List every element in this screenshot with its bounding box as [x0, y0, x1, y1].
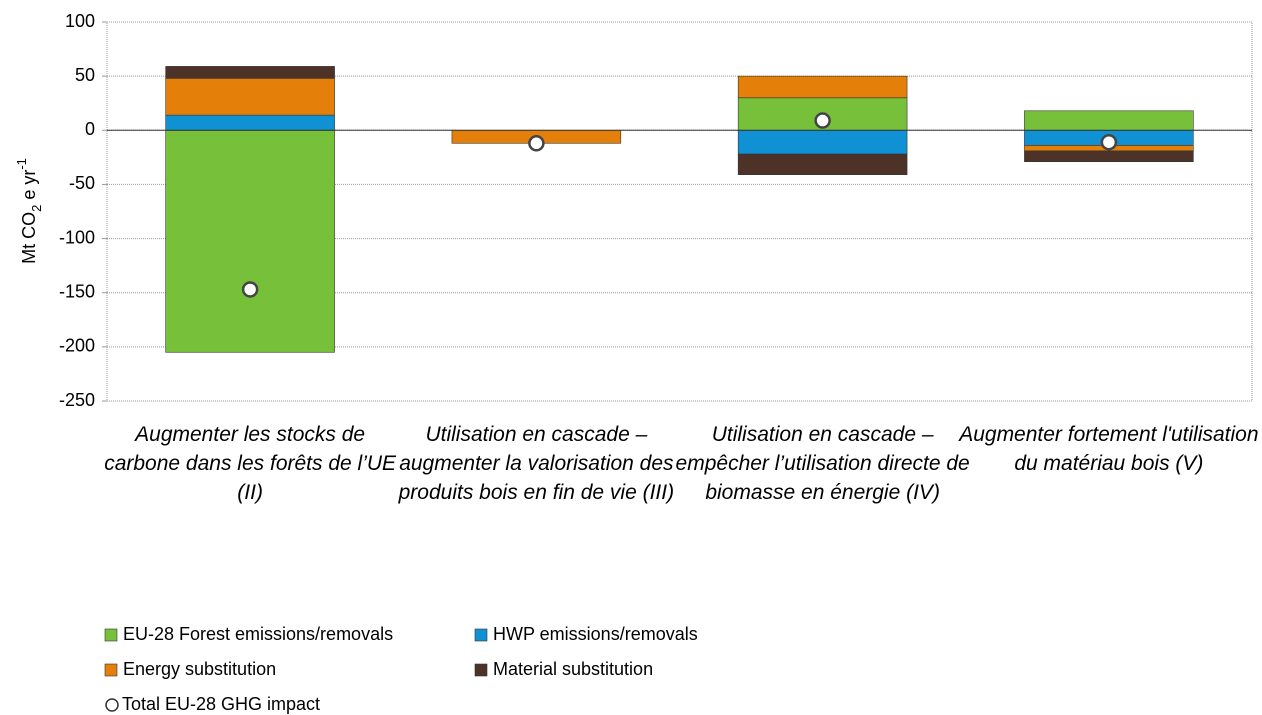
legend-label: HWP emissions/removals [493, 624, 698, 644]
bar-segment [165, 66, 335, 79]
y-axis-label-part: 2 [29, 205, 44, 212]
y-axis-label-part: -1 [14, 158, 29, 170]
y-axis-label: Mt CO2 e yr-1 [14, 158, 44, 264]
legend-marker [105, 698, 119, 712]
y-tick-label: -150 [59, 281, 95, 301]
x-tick-label: Augmenter les stocks de carbone dans les… [104, 423, 397, 504]
y-tick-label: 100 [65, 11, 95, 31]
bar-segment [737, 153, 908, 175]
x-tick-label: Utilisation en cascade – augmenter la va… [398, 423, 675, 504]
legend-label: EU-28 Forest emissions/removals [123, 624, 393, 644]
y-tick-label: -200 [59, 336, 95, 356]
legend-swatch [474, 663, 488, 677]
y-tick-label: -100 [59, 227, 95, 247]
y-axis-label-part: Mt CO [19, 212, 39, 264]
y-tick-label: 0 [85, 119, 95, 139]
total-marker [1100, 133, 1118, 151]
bar-segment [165, 114, 335, 131]
y-tick-label: -50 [69, 173, 95, 193]
total-marker [814, 112, 831, 129]
legend-swatch [104, 663, 118, 677]
bar-segment [165, 129, 335, 353]
bar-segment [737, 75, 908, 99]
legend-swatch [474, 628, 488, 642]
x-tick-label: Utilisation en cascade – empêcher l’util… [675, 423, 970, 504]
total-marker [241, 281, 259, 298]
x-tick-label: Augmenter fortement l'utilisation du mat… [959, 423, 1259, 475]
y-tick-label: -250 [59, 390, 95, 410]
total-marker [528, 135, 545, 152]
bar-segment [737, 129, 908, 155]
bar-segment [1024, 110, 1194, 131]
bar-segment [1024, 150, 1194, 162]
legend-swatch [104, 628, 118, 642]
legend-label: Material substitution [493, 659, 653, 679]
y-axis-label-part: e yr [19, 170, 39, 205]
legend-label: Energy substitution [123, 659, 276, 679]
bar-segment [165, 78, 335, 116]
legend-label: Total EU-28 GHG impact [122, 694, 320, 714]
y-tick-label: 50 [75, 65, 95, 85]
